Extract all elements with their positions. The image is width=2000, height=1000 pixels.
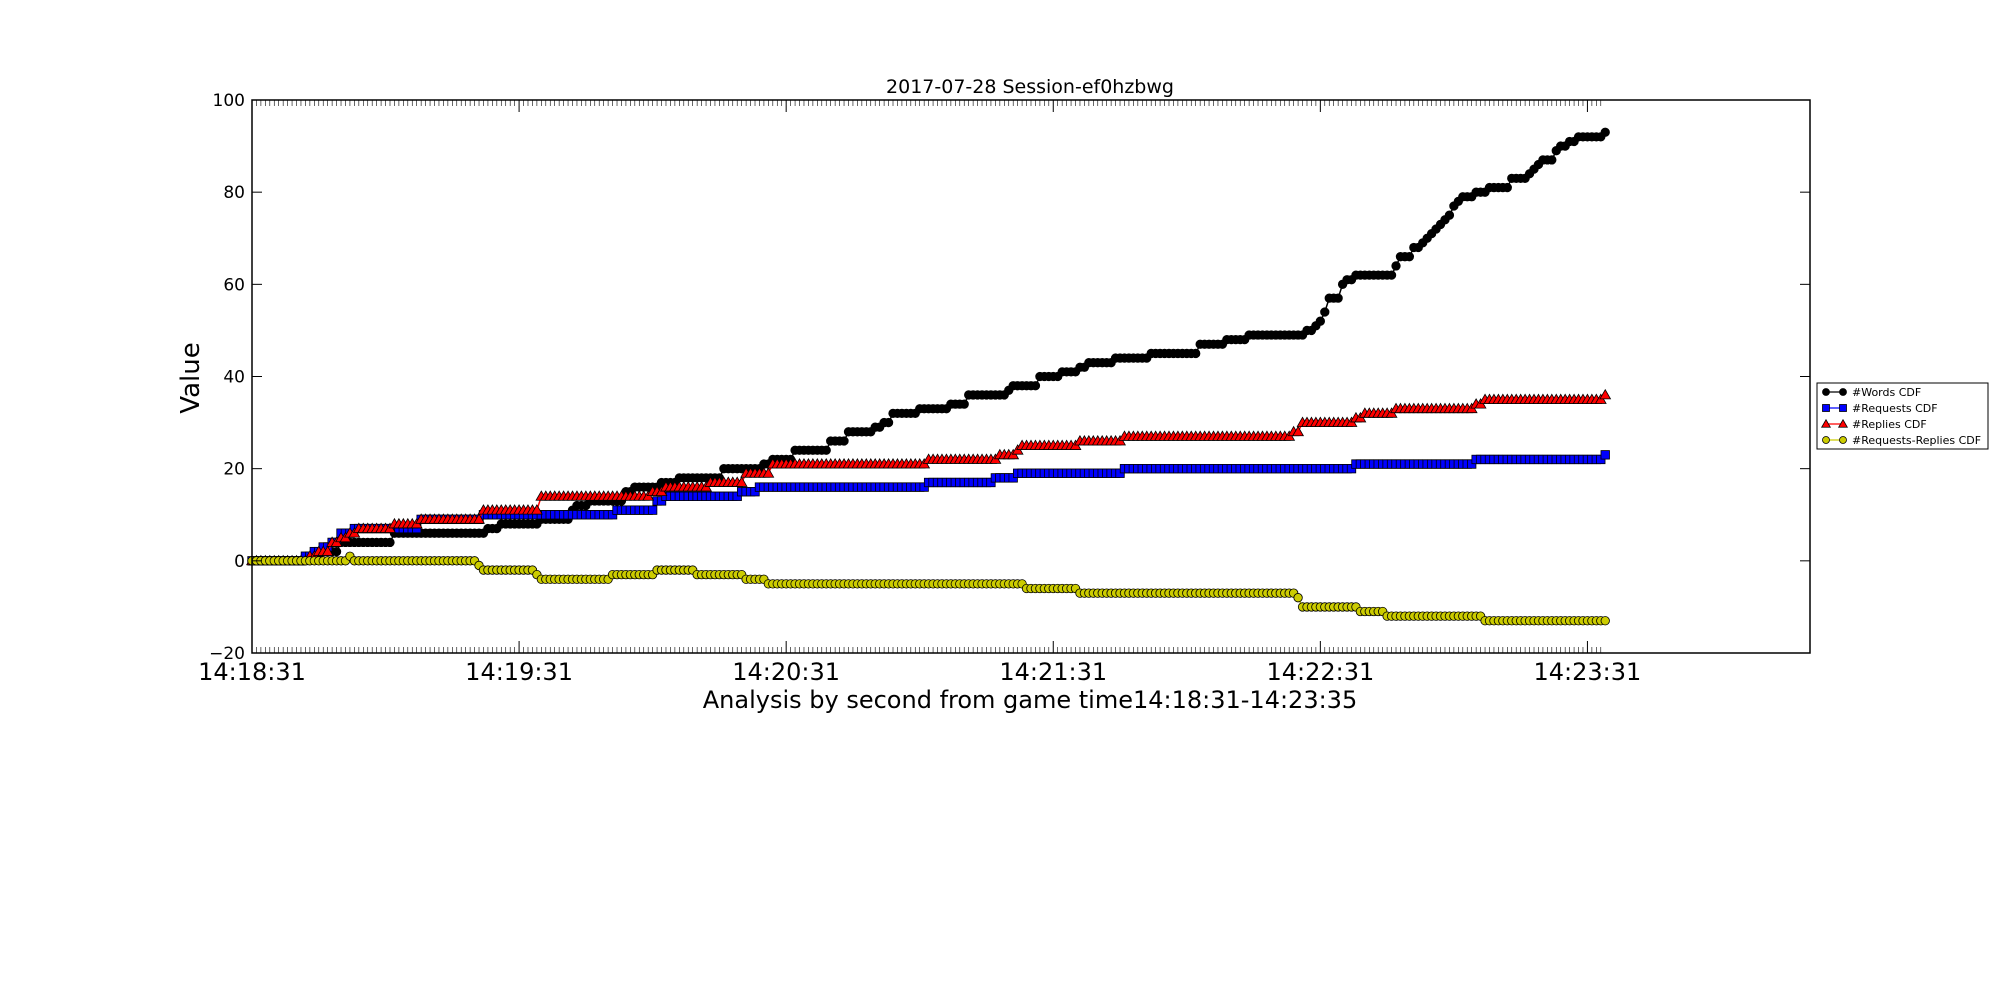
data-point	[1444, 210, 1455, 220]
y-tick-label: 0	[234, 552, 245, 572]
legend-label: #Requests CDF	[1852, 402, 1938, 415]
x-axis-ticks: 14:18:31 14:19:31 14:20:31 14:21:31 14:22:31…	[198, 100, 1641, 686]
legend-marker	[1820, 418, 1832, 428]
y-tick-label: 40	[223, 368, 245, 388]
legend: #Words CDF #Requests CDF #Replies CDF #Requ…	[1816, 382, 1989, 450]
data-point	[1293, 593, 1303, 603]
data-point	[821, 445, 831, 455]
x-axis-label: Analysis by second from game time14:18:3…	[703, 686, 1357, 714]
data-point	[647, 505, 658, 515]
x-tick-label: 14:22:31	[1266, 658, 1374, 686]
data-point	[1600, 616, 1610, 626]
legend-marker	[1822, 436, 1830, 444]
series-0	[247, 127, 1610, 566]
series-line	[252, 454, 1606, 562]
data-point	[1386, 270, 1397, 280]
legend-label: #Replies CDF	[1852, 418, 1927, 431]
legend-marker	[1822, 388, 1830, 396]
y-axis-label: Value	[176, 342, 206, 413]
data-point	[1599, 388, 1612, 400]
data-point	[959, 399, 969, 409]
y-axis-ticks: −20 0 20 40 60 80 100	[209, 91, 1810, 664]
series-3	[247, 551, 1610, 626]
x-tick-label: 14:19:31	[465, 658, 573, 686]
data-point	[321, 545, 334, 556]
data-point	[1600, 127, 1610, 137]
data-point	[331, 546, 342, 557]
x-tick-label: 14:20:31	[732, 658, 840, 686]
x-tick-label: 14:23:31	[1534, 658, 1642, 686]
data-point	[1191, 348, 1201, 359]
data-point	[385, 537, 395, 548]
data-point	[1030, 381, 1041, 391]
data-point	[735, 476, 748, 487]
legend-marker	[1837, 418, 1849, 428]
legend-marker	[1839, 404, 1847, 412]
data-point	[1292, 425, 1305, 437]
x-tick-label: 14:21:31	[999, 658, 1107, 686]
data-point	[1600, 450, 1610, 460]
legend-label: #Requests-Replies CDF	[1852, 434, 1981, 447]
y-tick-label: 20	[223, 460, 245, 480]
data-point	[883, 417, 894, 428]
data-point	[1547, 155, 1557, 165]
data-point	[762, 467, 775, 478]
plot-series	[246, 127, 1612, 626]
data-point	[839, 436, 849, 446]
data-point	[530, 504, 543, 515]
plot-frame	[251, 99, 1811, 654]
chart-title: 2017-07-28 Session-ef0hzbwg	[886, 76, 1174, 98]
data-point	[1404, 252, 1415, 262]
data-point	[1333, 293, 1343, 303]
data-point	[1320, 307, 1330, 317]
x-tick-label: 14:18:31	[198, 658, 306, 686]
legend-marker	[1822, 404, 1830, 412]
series-2	[246, 388, 1612, 566]
y-tick-label: 60	[223, 275, 245, 295]
data-point	[1502, 182, 1512, 193]
legend-marker	[1839, 436, 1847, 444]
data-point	[1391, 261, 1401, 271]
legend-marker	[1839, 388, 1847, 396]
data-point	[473, 513, 485, 524]
legend-label: #Words CDF	[1852, 386, 1921, 399]
data-point	[1315, 316, 1325, 326]
series-line	[252, 131, 1606, 562]
y-tick-label: 100	[213, 91, 245, 111]
y-tick-label: −20	[209, 644, 245, 664]
y-tick-label: 80	[223, 183, 245, 203]
